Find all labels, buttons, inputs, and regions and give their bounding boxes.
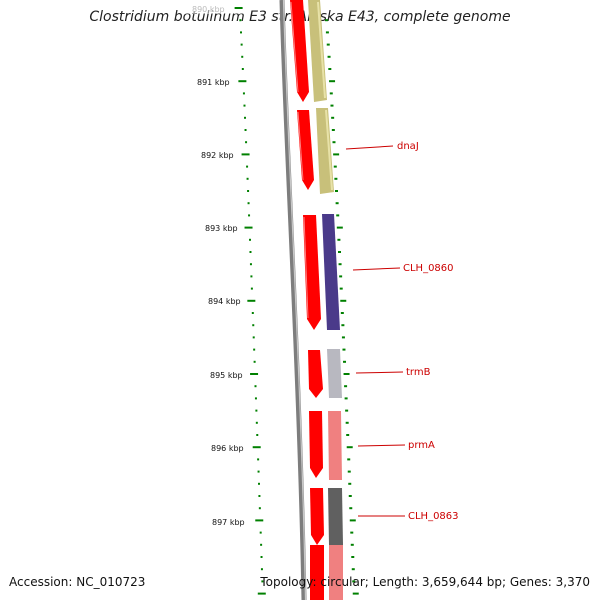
topology-text: Topology: circular; Length: 3,659,644 bp…	[260, 575, 590, 589]
ruler-labels: 890 kbp 891 kbp 892 kbp 893 kbp 894 kbp …	[192, 5, 245, 527]
ruler-label-897: 897 kbp	[212, 518, 245, 527]
ruler-label-892: 892 kbp	[201, 151, 234, 160]
reverse-gene-6	[328, 488, 343, 545]
forward-gene-5	[309, 411, 323, 478]
reverse-gene-4	[327, 349, 342, 398]
forward-gene-1	[290, 0, 309, 102]
ruler-label-893: 893 kbp	[205, 224, 238, 233]
reverse-gene-1	[308, 0, 327, 102]
reverse-gene-2	[316, 108, 334, 194]
leader-CLH_0860	[352, 267, 401, 271]
reverse-gene-3	[322, 214, 340, 330]
ruler-label-894: 894 kbp	[208, 297, 241, 306]
genome-backbone-highlight	[282, 0, 307, 600]
ruler-label-890: 890 kbp	[192, 5, 225, 14]
gene-leader-lines	[345, 145, 406, 517]
ruler-label-895: 895 kbp	[210, 371, 243, 380]
reverse-gene-7	[329, 545, 343, 600]
genome-backbone	[279, 0, 307, 600]
gene-label-prmA: prmA	[408, 440, 435, 451]
ruler-label-891: 891 kbp	[197, 78, 230, 87]
gene-label-trmB: trmB	[406, 367, 431, 378]
ruler-ticks	[234, 7, 266, 595]
gene-label-CLH_0863: CLH_0863	[408, 511, 459, 522]
leader-prmA	[357, 444, 406, 447]
forward-gene-4	[308, 350, 323, 398]
forward-gene-6	[310, 488, 324, 545]
accession-text: Accession: NC_010723	[9, 575, 146, 589]
reverse-strand-genes	[308, 0, 343, 600]
leader-dnaJ	[345, 145, 394, 150]
outer-ticks	[324, 19, 359, 595]
gene-label-CLH_0860: CLH_0860	[403, 263, 454, 274]
forward-gene-2	[297, 110, 314, 190]
gene-label-dnaJ: dnaJ	[397, 141, 419, 152]
forward-strand-genes	[290, 0, 324, 600]
leader-trmB	[355, 371, 404, 374]
gene-labels: dnaJ CLH_0860 trmB prmA CLH_0863	[397, 141, 459, 522]
reverse-gene-5	[328, 411, 342, 480]
forward-gene-7	[310, 545, 324, 600]
ruler-label-896: 896 kbp	[211, 444, 244, 453]
